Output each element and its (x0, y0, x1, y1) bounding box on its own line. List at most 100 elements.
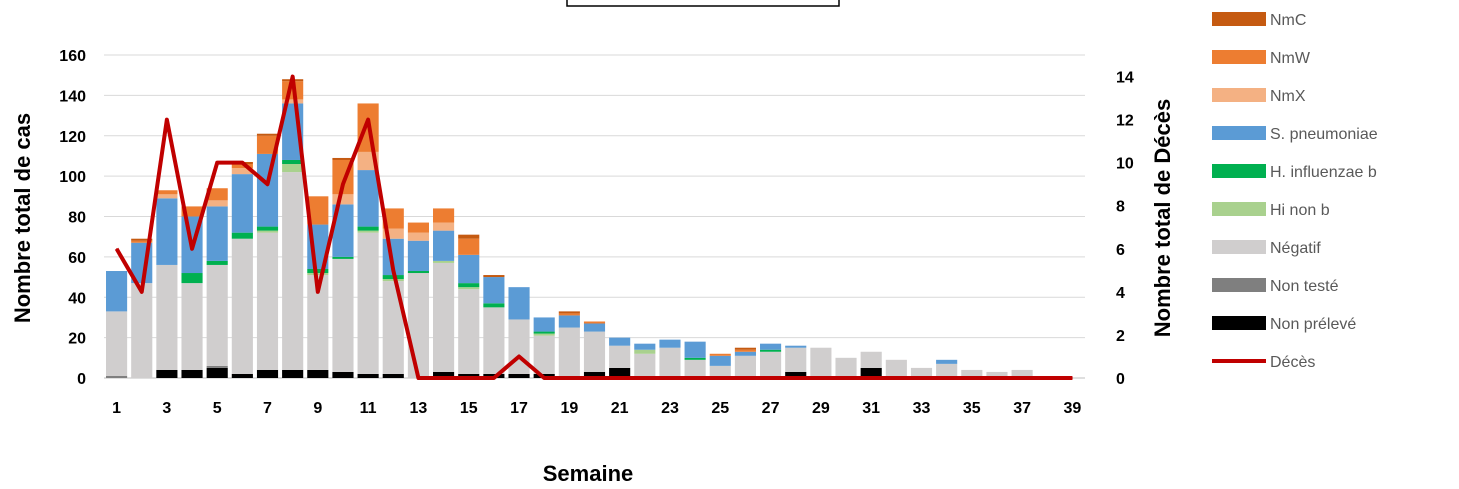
x-tick-label: 11 (360, 400, 377, 417)
legend: NmC NmW NmX S. pneumoniae H. influenzae b Hi … (1212, 12, 1378, 371)
deaths-point (619, 377, 621, 379)
legend-label-non-test: Non testé (1270, 278, 1339, 295)
bar-segment-non-pr-lev (256, 369, 279, 378)
bar-segment-non-pr-lev (583, 371, 606, 378)
bar-segment-nmw (206, 188, 228, 201)
bar-segment-h-influenzae-b (533, 331, 555, 334)
deaths-point (417, 377, 419, 379)
x-tick-label: 37 (1013, 400, 1031, 417)
deaths-point (166, 119, 168, 121)
legend-swatch-h-influenzae-b (1212, 164, 1266, 178)
bar-segment-non-pr-lev (282, 369, 304, 378)
bar-segment-s-pneumoniae (433, 230, 455, 261)
bar-segment-hi-non-b (307, 273, 329, 276)
bar-segment-n-gatif (533, 335, 555, 374)
x-tick-label: 29 (812, 400, 830, 417)
bar-segment-nmw (307, 196, 329, 225)
bar-segment-non-pr-lev (458, 373, 480, 378)
legend-label-nmw: NmW (1270, 50, 1311, 67)
bar-segment-hi-non-b (634, 349, 656, 354)
bar-segment-nmx (206, 200, 228, 207)
bar-segment-n-gatif (382, 281, 404, 374)
bar-segment-s-pneumoniae (106, 271, 128, 312)
bar-segment-s-pneumoniae (684, 341, 706, 358)
bar-segment-h-influenzae-b (282, 159, 304, 165)
x-tick-label: 3 (162, 400, 171, 417)
bar-segment-h-influenzae-b (760, 349, 782, 352)
legend-label-n-gatif: Négatif (1270, 240, 1321, 257)
deaths-point (719, 377, 721, 379)
y-tick-label: 100 (59, 169, 86, 186)
bar-segment-non-pr-lev (357, 373, 379, 378)
bar-segment-non-pr-lev (433, 371, 455, 378)
y2-tick-label: 2 (1116, 328, 1125, 345)
y-axis-right-ticks: 0 2 4 6 8 10 12 14 (1116, 70, 1134, 388)
bar-segment-h-influenzae-b (684, 357, 706, 360)
deaths-point (644, 377, 646, 379)
legend-swatch-non-pr-lev (1212, 316, 1266, 330)
bar-segment-h-influenzae-b (357, 226, 379, 231)
bar-segment-non-pr-lev (609, 367, 631, 378)
bar-segment-non-pr-lev (206, 367, 228, 378)
legend-label-s-pneumoniae: S. pneumoniae (1270, 126, 1378, 143)
deaths-point (367, 119, 369, 121)
y-axis-left-ticks: 0 20 40 60 80 100 120 140 160 (59, 48, 86, 388)
deaths-point (191, 248, 193, 250)
legend-label-nmx: NmX (1270, 88, 1306, 105)
y-tick-label: 120 (59, 129, 86, 146)
bar-segment-hi-non-b (282, 164, 304, 173)
deaths-point (895, 377, 897, 379)
bar-segment-n-gatif (709, 365, 731, 378)
x-tick-label: 17 (510, 400, 528, 417)
bar-segment-nmx (433, 222, 455, 231)
deaths-point (543, 377, 545, 379)
bar-segment-nmx (407, 232, 429, 241)
bar-segment-nmw (131, 240, 153, 243)
legend-swatch-nmx (1212, 88, 1266, 102)
y2-tick-label: 10 (1116, 156, 1134, 173)
bar-segment-s-pneumoniae (231, 174, 253, 233)
deaths-point (845, 377, 847, 379)
bar-segment-nmc (131, 238, 153, 241)
x-tick-label: 7 (263, 400, 272, 417)
deaths-line-layer (114, 74, 1073, 380)
bar-segment-h-influenzae-b (483, 303, 505, 308)
deaths-point (694, 377, 696, 379)
bar-segment-nmw (583, 321, 606, 324)
bar-segment-hi-non-b (458, 287, 480, 290)
legend-swatch-n-gatif (1212, 240, 1266, 254)
bar-segment-hi-non-b (382, 279, 404, 282)
deaths-point (267, 183, 268, 185)
bar-segment-h-influenzae-b (307, 268, 329, 274)
bar-segment-s-pneumoniae (407, 240, 429, 271)
bar-segment-s-pneumoniae (256, 153, 279, 227)
bar-segment-s-pneumoniae (558, 315, 580, 328)
x-tick-label: 23 (661, 400, 679, 417)
legend-swatch-nmw (1212, 50, 1266, 64)
bar-segment-n-gatif (332, 258, 354, 372)
y-axis-title: Nombre total de cas (10, 113, 35, 323)
x-tick-label: 9 (313, 400, 322, 417)
deaths-point (669, 377, 671, 379)
bar-segment-s-pneumoniae (483, 277, 505, 304)
bar-segment-h-influenzae-b (206, 260, 228, 265)
deaths-point (292, 76, 294, 78)
legend-label-nmc: NmC (1270, 12, 1306, 29)
legend-label-d-c-s: Décès (1270, 354, 1315, 371)
bar-segment-non-pr-lev (156, 369, 178, 378)
bar-segment-n-gatif (1011, 369, 1033, 378)
deaths-point (971, 377, 973, 379)
bar-segment-nmx (332, 194, 354, 205)
bar-segment-n-gatif (885, 359, 907, 376)
x-tick-label: 21 (611, 400, 629, 417)
bar-segment-n-gatif (609, 345, 631, 368)
bar-segment-nmw (734, 349, 756, 352)
bar-segment-s-pneumoniae (609, 337, 631, 346)
bar-segment-n-gatif (357, 232, 379, 374)
bar-segment-s-pneumoniae (936, 359, 958, 364)
y-tick-label: 0 (77, 371, 86, 388)
bar-segment-hi-non-b (433, 260, 455, 263)
bar-segment-nmw (156, 190, 178, 195)
x-tick-label: 15 (460, 400, 478, 417)
bar-segment-s-pneumoniae (458, 254, 480, 284)
